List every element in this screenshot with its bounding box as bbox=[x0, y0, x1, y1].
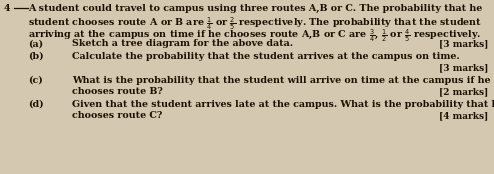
Text: [3 marks]: [3 marks] bbox=[439, 39, 488, 49]
Text: Sketch a tree diagram for the above data.: Sketch a tree diagram for the above data… bbox=[72, 39, 293, 49]
Text: chooses route B?: chooses route B? bbox=[72, 88, 163, 97]
Text: (c): (c) bbox=[28, 76, 43, 85]
Text: chooses route C?: chooses route C? bbox=[72, 112, 162, 121]
Text: 4: 4 bbox=[4, 4, 11, 13]
Text: What is the probability that the student will arrive on time at the campus if he: What is the probability that the student… bbox=[72, 76, 491, 85]
Text: A student could travel to campus using three routes A,B or C. The probability th: A student could travel to campus using t… bbox=[28, 4, 482, 13]
Text: (b): (b) bbox=[28, 52, 43, 61]
Text: [4 marks]: [4 marks] bbox=[439, 112, 488, 121]
Text: (a): (a) bbox=[28, 39, 43, 49]
Text: [3 marks]: [3 marks] bbox=[439, 64, 488, 73]
Text: (d): (d) bbox=[28, 100, 43, 109]
Text: student chooses route A or B are $\frac{1}{4}$ or $\frac{2}{5}$ respectively. Th: student chooses route A or B are $\frac{… bbox=[28, 15, 482, 33]
Text: [2 marks]: [2 marks] bbox=[439, 88, 488, 97]
Text: arriving at the campus on time if he chooses route A,B or C are $\frac{3}{4}$, $: arriving at the campus on time if he cho… bbox=[28, 27, 481, 44]
Text: Calculate the probability that the student arrives at the campus on time.: Calculate the probability that the stude… bbox=[72, 52, 460, 61]
Text: Given that the student arrives late at the campus. What is the probability that : Given that the student arrives late at t… bbox=[72, 100, 494, 109]
